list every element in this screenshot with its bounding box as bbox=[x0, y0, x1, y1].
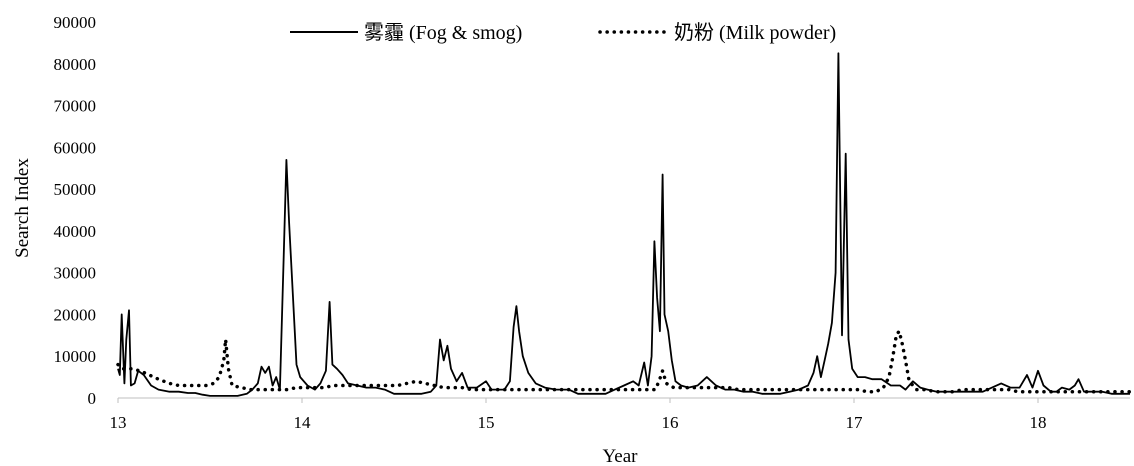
y-tick-label: 40000 bbox=[54, 222, 97, 241]
y-tick-label: 90000 bbox=[54, 13, 97, 32]
y-tick-label: 50000 bbox=[54, 180, 97, 199]
x-axis-title: Year bbox=[602, 446, 638, 466]
legend: 雾霾 (Fog & smog) 奶粉 (Milk powder) bbox=[290, 21, 836, 44]
x-tick-label: 15 bbox=[478, 413, 495, 432]
y-tick-label: 60000 bbox=[54, 138, 97, 157]
y-tick-label: 30000 bbox=[54, 264, 97, 283]
y-tick-label: 0 bbox=[88, 389, 97, 408]
legend-label-fog-smog: 雾霾 (Fog & smog) bbox=[364, 22, 522, 44]
y-tick-label: 80000 bbox=[54, 55, 97, 74]
series-line-fog-smog bbox=[117, 52, 1130, 397]
y-axis-title: Search Index bbox=[12, 158, 33, 258]
x-tick-label: 16 bbox=[662, 413, 679, 432]
y-tick-label: 10000 bbox=[54, 347, 97, 366]
y-tick-label: 70000 bbox=[54, 97, 97, 116]
series-line-milk-powder bbox=[116, 329, 1132, 394]
legend-label-milk-powder: 奶粉 (Milk powder) bbox=[674, 21, 836, 44]
legend-item-milk-powder: 奶粉 (Milk powder) bbox=[598, 21, 836, 44]
x-axis-ticks: 13 14 15 16 17 18 bbox=[110, 398, 1047, 432]
legend-item-fog-smog: 雾霾 (Fog & smog) bbox=[290, 22, 522, 44]
y-tick-label: 20000 bbox=[54, 305, 97, 324]
x-tick-label: 14 bbox=[294, 413, 312, 432]
x-tick-label: 13 bbox=[110, 413, 127, 432]
y-axis-ticks: 0 10000 20000 30000 40000 50000 60000 70000 8000… bbox=[54, 13, 97, 408]
series-layer bbox=[116, 52, 1132, 397]
x-tick-label: 17 bbox=[846, 413, 864, 432]
x-tick-label: 18 bbox=[1030, 413, 1047, 432]
